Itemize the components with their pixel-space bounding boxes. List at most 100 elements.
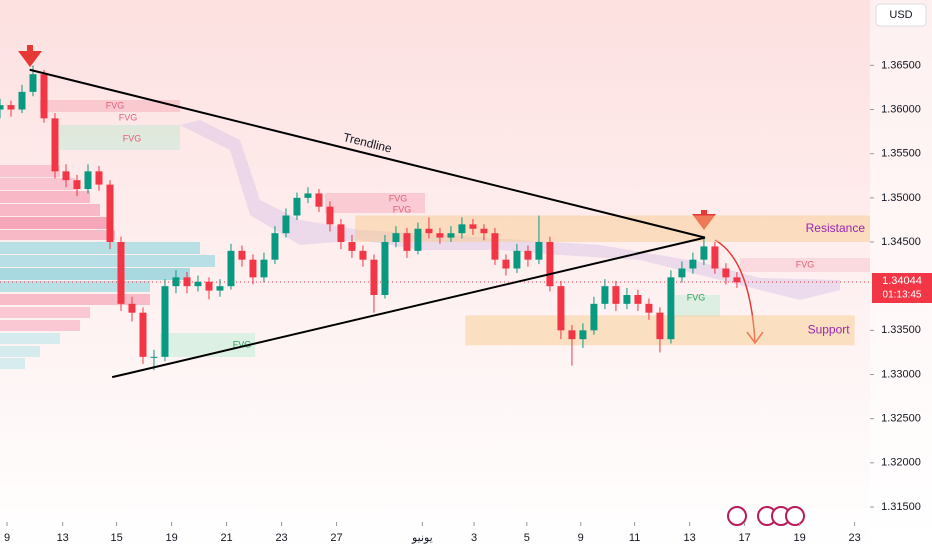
candle-body xyxy=(150,356,158,358)
candle-body xyxy=(128,303,136,313)
x-tick-label: 3 xyxy=(471,532,477,544)
candle-body xyxy=(568,330,576,340)
currency: USD xyxy=(889,9,912,21)
candle-body xyxy=(370,259,378,296)
candle-body xyxy=(40,74,48,119)
candle-body xyxy=(337,224,345,243)
y-tick-label: 1.34500 xyxy=(881,236,921,248)
zone-label: Resistance xyxy=(806,221,866,235)
candle-body xyxy=(469,224,477,229)
x-tick-label: 13 xyxy=(683,532,695,544)
candle-body xyxy=(161,286,169,357)
candle-body xyxy=(667,277,675,340)
y-tick-label: 1.35500 xyxy=(881,148,921,160)
fvg-label: FVG xyxy=(687,292,706,302)
candle-body xyxy=(513,250,521,269)
candle-body xyxy=(590,303,598,331)
fvg-label: FVG xyxy=(389,193,408,203)
x-tick-label: 23 xyxy=(848,532,860,544)
candle-body xyxy=(95,171,103,185)
candle-body xyxy=(73,180,81,190)
x-tick-label: 5 xyxy=(524,532,530,544)
candle-body xyxy=(7,105,15,110)
fvg-label: FVG xyxy=(796,259,815,269)
price-label-box xyxy=(872,273,932,303)
candle-body xyxy=(678,268,686,278)
projection-arrow xyxy=(714,239,756,343)
candle-body xyxy=(612,286,620,304)
current-price: 1.34044 xyxy=(882,275,922,287)
cloud xyxy=(180,120,840,300)
x-tick-label: 9 xyxy=(578,532,584,544)
y-tick-label: 1.32000 xyxy=(881,457,921,469)
candle-body xyxy=(381,242,389,296)
currency-box xyxy=(875,3,927,27)
candle-body xyxy=(194,281,202,287)
y-tick-label: 1.36500 xyxy=(881,59,921,71)
x-tick-label: 19 xyxy=(165,532,177,544)
fvg-boxes xyxy=(40,100,870,357)
candle-body xyxy=(359,250,367,260)
fvg-label: FVG xyxy=(233,339,252,349)
fvg-label: FVG xyxy=(393,204,412,214)
x-tick-label: يونيو xyxy=(411,532,433,544)
y-tick-label: 1.33500 xyxy=(881,324,921,336)
candle-body xyxy=(293,197,301,216)
candle-body xyxy=(414,228,422,251)
y-tick-label: 1.33000 xyxy=(881,368,921,380)
candle-body xyxy=(623,295,631,304)
trendline xyxy=(29,68,706,239)
candle-body xyxy=(546,242,554,287)
candle-body xyxy=(348,242,356,251)
candle-body xyxy=(0,105,4,110)
candle-body xyxy=(117,242,125,304)
x-tick-label: 15 xyxy=(110,532,122,544)
candle-body xyxy=(315,193,323,207)
candle-body xyxy=(249,259,257,278)
candle-body xyxy=(216,286,224,291)
candle-body xyxy=(205,281,213,291)
candle-body xyxy=(436,233,444,238)
candle-body xyxy=(260,259,268,278)
candle-body xyxy=(656,312,664,340)
candle-body xyxy=(392,233,400,243)
candle-body xyxy=(601,286,609,304)
candle-body xyxy=(425,228,433,234)
fvg-label: FVG xyxy=(123,133,142,143)
trendline xyxy=(111,236,706,379)
candle-body xyxy=(51,118,59,172)
arrow-down xyxy=(692,210,716,230)
candle-body xyxy=(62,171,70,181)
zone-label: Support xyxy=(808,323,851,337)
candle-body xyxy=(183,277,191,287)
candle-body xyxy=(634,295,642,304)
candle-body xyxy=(502,259,510,269)
candle-body xyxy=(645,303,653,313)
y-tick-label: 1.32500 xyxy=(881,413,921,425)
x-tick-label: 9 xyxy=(4,532,10,544)
candle-body xyxy=(447,233,455,238)
y-tick-label: 1.36000 xyxy=(881,103,921,115)
y-tick-label: 1.31500 xyxy=(881,501,921,513)
fvg-label: FVG xyxy=(106,100,125,110)
candle-body xyxy=(304,193,312,198)
candle-body xyxy=(84,171,92,190)
candle-body xyxy=(403,233,411,251)
candle-body xyxy=(579,330,587,340)
candle-body xyxy=(18,91,26,110)
candle-body xyxy=(106,184,114,243)
candle-body xyxy=(480,228,488,234)
candle-body xyxy=(271,233,279,260)
volume-profile xyxy=(0,165,215,369)
candle-body xyxy=(491,233,499,260)
x-tick-label: 13 xyxy=(57,532,69,544)
projection-arrowhead xyxy=(746,331,764,345)
countdown: 01:13:45 xyxy=(883,290,922,301)
candle-body xyxy=(458,224,466,234)
x-tick-label: 17 xyxy=(738,532,750,544)
candle-body xyxy=(557,286,565,331)
candle-body xyxy=(326,206,334,225)
x-tick-label: 11 xyxy=(629,532,640,544)
x-tick-label: 27 xyxy=(330,532,342,544)
